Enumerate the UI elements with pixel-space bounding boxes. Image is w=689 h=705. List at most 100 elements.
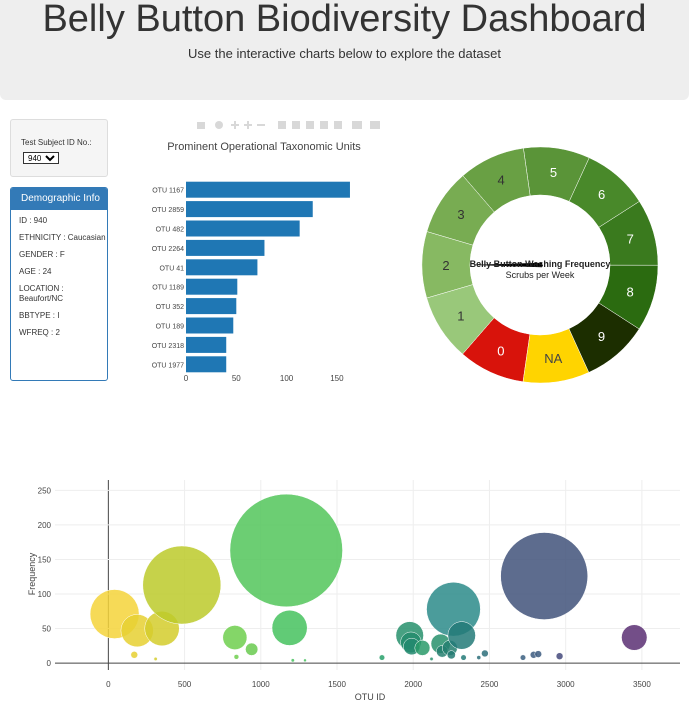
spike-lines-icon[interactable]	[306, 121, 314, 129]
plotly-modebar	[197, 121, 380, 129]
bubble-point	[447, 621, 476, 650]
jumbotron-header: Belly Button Biodiversity Dashboard Use …	[0, 0, 689, 100]
demo-row-id: ID : 940	[19, 216, 48, 225]
bubble-x-tick-label: 3500	[633, 680, 651, 689]
bubble-point	[229, 493, 343, 608]
autoscale-icon[interactable]	[278, 121, 286, 129]
bubble-point	[290, 658, 295, 663]
bar-otu-1189	[186, 278, 238, 295]
bubble-point	[446, 650, 456, 660]
zoom-in-icon[interactable]	[244, 121, 252, 129]
bubble-y-axis-title: Frequency	[27, 552, 37, 595]
gauge-segment-label: 3	[457, 207, 464, 222]
gauge-title: Belly Button Washing Frequency	[470, 259, 611, 269]
bar-otu-352	[186, 298, 237, 315]
gauge-segment-label: NA	[544, 351, 562, 366]
subject-id-select[interactable]: 940	[23, 152, 59, 164]
bubble-point	[130, 651, 138, 659]
gauge-segment-label: 2	[442, 258, 449, 273]
bar-chart-title: Prominent Operational Taxonomic Units	[167, 141, 361, 153]
camera-icon[interactable]	[197, 122, 205, 129]
bubble-point	[460, 654, 467, 661]
bar-y-tick-label: OTU 2859	[152, 207, 184, 214]
bubble-x-tick-label: 2500	[481, 680, 499, 689]
pan-icon[interactable]	[231, 121, 239, 129]
bubble-point	[519, 654, 527, 661]
hover-compare-icon[interactable]	[334, 121, 342, 129]
bubble-point	[621, 624, 648, 651]
bar-y-tick-label: OTU 1189	[152, 285, 184, 292]
bubble-point	[429, 656, 434, 661]
bubble-point	[555, 652, 564, 660]
bubble-point	[153, 656, 158, 661]
zoom-icon[interactable]	[215, 121, 223, 129]
bubble-x-tick-label: 1500	[328, 680, 346, 689]
bubble-point	[303, 658, 307, 663]
gauge-segment-label: 5	[550, 165, 557, 180]
gauge-needle	[470, 262, 543, 268]
bubble-x-tick-label: 1000	[252, 680, 270, 689]
bar-otu-1977	[186, 356, 227, 373]
bar-y-tick-label: OTU 41	[159, 265, 184, 272]
bar-otu-482	[186, 220, 300, 237]
bubble-y-tick-label: 0	[47, 659, 52, 668]
bubble-y-tick-label: 250	[38, 486, 52, 495]
demographic-info-panel: Demographic Info ID : 940 ETHNICITY : Ca…	[10, 187, 108, 381]
bubble-point	[414, 640, 431, 656]
bubble-point	[378, 654, 385, 661]
bubble-point	[142, 545, 222, 625]
bubble-x-tick-label: 0	[106, 680, 111, 689]
hover-closest-icon[interactable]	[320, 121, 328, 129]
bubble-y-tick-label: 150	[38, 555, 52, 564]
bar-y-tick-label: OTU 2264	[152, 246, 184, 253]
gauge-segment-label: 4	[497, 172, 504, 187]
bar-otu-41	[186, 259, 258, 276]
otu-bubble-chart: 0 500 1000 1500 2000 2500 3000 3500 0 50 100 150 200…	[27, 480, 680, 702]
bar-x-tick-label: 0	[184, 374, 189, 383]
bar-y-tick-label: OTU 482	[156, 227, 185, 234]
bubble-point	[233, 654, 240, 660]
bubble-point	[222, 625, 248, 650]
bubble-point	[500, 532, 588, 620]
demographic-info-body: ID : 940 ETHNICITY : Caucasian GENDER : …	[11, 210, 107, 338]
demo-row-bbtype: BBTYPE : I	[19, 311, 60, 320]
gauge-segment-label: 6	[598, 187, 605, 202]
bar-y-tick-label: OTU 2318	[152, 343, 184, 350]
demo-row-age: AGE : 24	[19, 267, 52, 276]
bar-otu-189	[186, 317, 234, 334]
bar-x-tick-label: 150	[330, 374, 344, 383]
gauge-segment-label: 9	[598, 329, 605, 344]
gauge-segment-label: 0	[497, 343, 504, 358]
gauge-segment-label: 7	[627, 232, 634, 247]
subject-selector-label: Test Subject ID No.:	[21, 138, 92, 147]
bubble-x-axis-title: OTU ID	[355, 692, 386, 702]
bubble-point	[245, 642, 259, 656]
bubble-x-tick-label: 3000	[557, 680, 575, 689]
bubble-y-tick-label: 100	[38, 590, 52, 599]
gauge-segment-1	[426, 284, 495, 355]
subject-selector-well: Test Subject ID No.: 940	[10, 119, 108, 177]
reset-axes-icon[interactable]	[292, 121, 300, 129]
wash-frequency-gauge: 0 NA 9 8 7 6 5 4 3 2 1 Belly Button Washing Freque…	[421, 146, 659, 384]
bar-y-tick-label: OTU 1167	[152, 188, 184, 195]
show-closest-icon[interactable]	[352, 121, 362, 129]
bar-y-tick-label: OTU 189	[156, 324, 185, 331]
bar-x-tick-label: 50	[232, 374, 241, 383]
page-title: Belly Button Biodiversity Dashboard	[42, 0, 647, 40]
demo-row-ethnicity: ETHNICITY : Caucasian	[19, 233, 106, 242]
gauge-subtitle: Scrubs per Week	[506, 270, 575, 280]
compare-data-icon[interactable]	[370, 121, 380, 129]
bubble-point	[534, 650, 542, 658]
gauge-segment-label: 1	[457, 309, 464, 324]
bubble-y-tick-label: 50	[42, 625, 51, 634]
demo-row-location: LOCATION : Beaufort/NC	[19, 284, 64, 303]
bar-y-tick-label: OTU 1977	[152, 362, 184, 369]
bubble-point	[271, 609, 308, 646]
otu-bar-chart: Prominent Operational Taxonomic Units 0 5…	[152, 121, 380, 383]
bubble-x-tick-label: 500	[178, 680, 192, 689]
bar-otu-2318	[186, 336, 227, 353]
bubble-point	[476, 655, 482, 660]
bar-x-tick-label: 100	[280, 374, 294, 383]
bar-otu-1167	[186, 181, 350, 198]
bar-y-tick-label: OTU 352	[156, 304, 185, 311]
